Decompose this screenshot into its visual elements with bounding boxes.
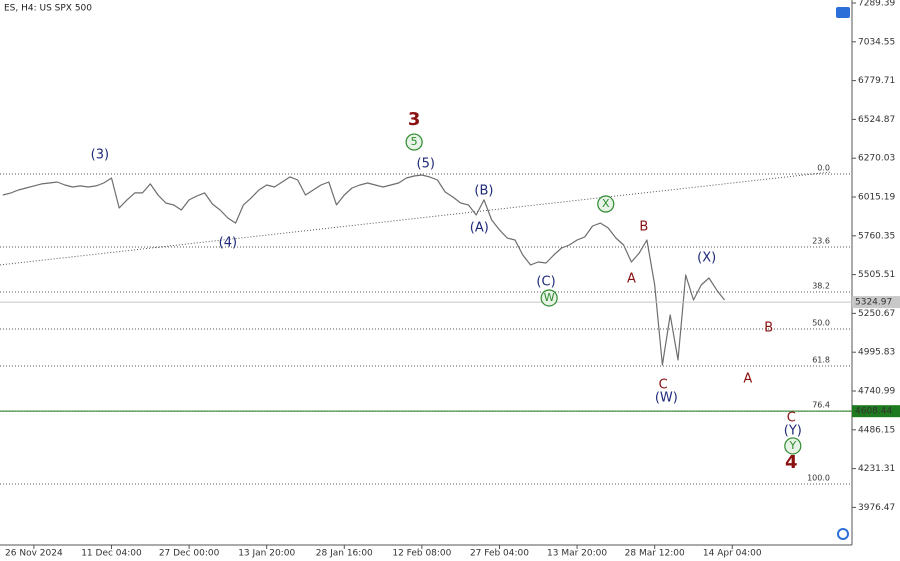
price-tag-label: 4608.44 xyxy=(855,407,892,417)
price-line xyxy=(2,174,725,366)
wave-label: 5 xyxy=(411,135,418,148)
x-tick-label: 12 Feb 08:00 xyxy=(392,549,451,559)
fib-label: 38.2 xyxy=(812,282,830,291)
x-tick-label: 28 Jan 16:00 xyxy=(316,549,373,559)
fib-label: 0.0 xyxy=(817,164,830,173)
wave-label: A xyxy=(743,371,752,386)
wave-label: (3) xyxy=(91,148,109,163)
icon[interactable] xyxy=(836,7,850,18)
trend-line xyxy=(0,171,831,266)
y-tick-label: 4231.31 xyxy=(858,464,895,474)
icon[interactable] xyxy=(837,528,849,540)
wave-label: B xyxy=(639,220,648,235)
wave-label: (W) xyxy=(655,391,678,406)
fib-label: 76.4 xyxy=(812,401,830,410)
x-tick-label: 28 Mar 12:00 xyxy=(625,549,685,559)
wave-label: (4) xyxy=(219,236,237,251)
y-tick-label: 6524.87 xyxy=(858,115,895,125)
wave-circle xyxy=(597,195,615,213)
wave-circle xyxy=(784,437,802,455)
wave-label: (A) xyxy=(470,220,489,235)
fib-label: 100.0 xyxy=(807,474,830,483)
fib-label: 50.0 xyxy=(812,319,830,328)
x-tick-label: 26 Nov 2024 xyxy=(5,549,63,559)
wave-label: (X) xyxy=(697,250,716,265)
x-tick-label: 13 Jan 20:00 xyxy=(238,549,295,559)
y-tick-label: 5250.67 xyxy=(858,309,895,319)
wave-label: (5) xyxy=(417,156,435,171)
y-tick-label: 4995.83 xyxy=(858,348,895,358)
price-tag xyxy=(852,296,900,309)
wave-circle xyxy=(405,133,423,151)
price-tag-label: 5324.97 xyxy=(855,298,892,308)
wave-label: (B) xyxy=(474,183,493,198)
fib-label: 23.6 xyxy=(812,236,830,245)
y-tick-label: 3976.47 xyxy=(858,503,895,513)
y-tick-label: 5760.35 xyxy=(858,231,895,241)
y-tick-label: 4740.99 xyxy=(858,386,895,396)
y-tick-label: 5505.51 xyxy=(858,270,895,280)
chart-title: ES, H4: US SPX 500 xyxy=(4,4,92,14)
x-tick-label: 11 Dec 04:00 xyxy=(81,549,142,559)
wave-label: C xyxy=(659,378,668,393)
y-tick-label: 6015.19 xyxy=(858,192,895,202)
wave-label: A xyxy=(627,271,636,286)
wave-label: X xyxy=(602,197,610,210)
wave-label: 3 xyxy=(408,109,421,130)
x-tick-label: 27 Feb 04:00 xyxy=(470,549,529,559)
x-tick-label: 14 Apr 04:00 xyxy=(703,549,762,559)
x-tick-label: 13 Mar 20:00 xyxy=(547,549,607,559)
fib-label: 61.8 xyxy=(812,356,830,365)
wave-label: B xyxy=(764,320,773,335)
wave-label: W xyxy=(544,291,555,304)
wave-label: C xyxy=(787,410,796,425)
y-tick-label: 6779.71 xyxy=(858,76,895,86)
wave-label: (Y) xyxy=(784,424,802,439)
price-tag xyxy=(852,405,900,418)
wave-label: Y xyxy=(788,439,796,452)
wave-circle xyxy=(540,289,558,307)
y-tick-label: 4486.15 xyxy=(858,425,895,435)
wave-label: 4 xyxy=(785,452,798,473)
y-tick-label: 7034.55 xyxy=(858,37,895,47)
wave-label: (C) xyxy=(536,274,555,289)
y-tick-label: 7289.39 xyxy=(858,0,895,9)
y-tick-label: 6270.03 xyxy=(858,154,895,164)
x-tick-label: 27 Dec 00:00 xyxy=(159,549,220,559)
